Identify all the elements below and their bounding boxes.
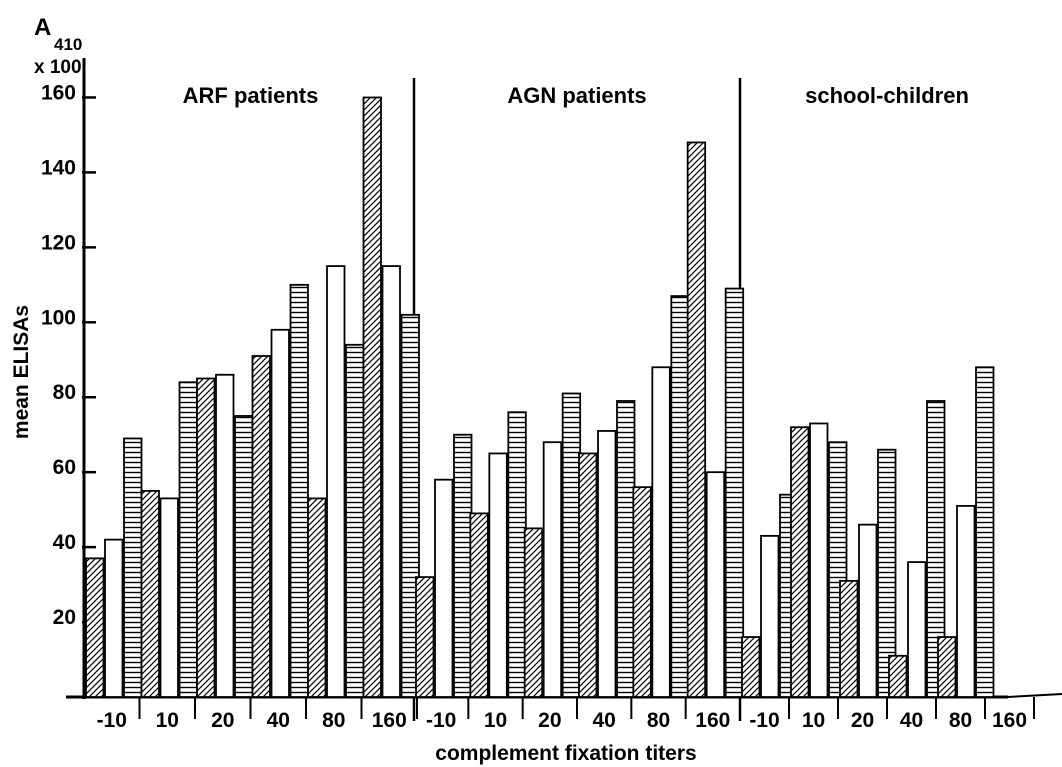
bar — [326, 265, 346, 698]
bar — [453, 433, 473, 698]
y-tick-label: 40 — [53, 531, 76, 554]
bar — [469, 512, 489, 698]
bar — [415, 576, 435, 698]
x-tick-label: 20 — [538, 709, 561, 732]
bar — [400, 313, 420, 698]
bar — [307, 497, 327, 698]
group-label: school-children — [805, 83, 969, 108]
x-tick-label: 10 — [484, 709, 507, 732]
bar — [381, 265, 401, 698]
x-axis-line-end — [1007, 693, 1062, 698]
x-tick-label: 160 — [695, 709, 730, 732]
bar — [937, 636, 957, 698]
bar — [345, 343, 365, 698]
bar — [434, 478, 454, 698]
bars — [85, 96, 995, 698]
bar — [488, 452, 508, 698]
bar — [651, 366, 671, 698]
y-tick-label: 120 — [41, 231, 76, 254]
x-tick-label: 10 — [156, 709, 179, 732]
bar — [670, 295, 690, 698]
y-ticks: 20 40 60 80 100 120 140 160 — [41, 81, 96, 629]
bar — [956, 504, 976, 698]
bar — [196, 377, 216, 698]
group-labels: ARF patients AGN patients school-children — [183, 83, 969, 108]
bar — [289, 283, 309, 698]
x-axis-title: complement fixation titers — [435, 742, 696, 765]
bar — [616, 400, 636, 698]
x-tick-label: 20 — [851, 709, 874, 732]
x-tick-label: 160 — [372, 709, 407, 732]
bar — [123, 437, 143, 698]
x-tick-label: 80 — [322, 709, 345, 732]
bar — [760, 534, 780, 698]
bar — [888, 654, 908, 698]
x-tick-label: 160 — [992, 709, 1027, 732]
bar — [178, 381, 198, 698]
x-tick-label: 80 — [949, 709, 972, 732]
bar — [809, 422, 829, 698]
bar — [85, 557, 105, 698]
x-tick-label: 40 — [267, 709, 290, 732]
bar — [907, 561, 927, 698]
y-tick-label: 160 — [41, 81, 76, 104]
bar — [140, 490, 160, 698]
x-tick-label: 40 — [900, 709, 923, 732]
x-tick-label: -10 — [97, 709, 127, 732]
y-unit-subscript: 410 — [54, 35, 82, 54]
bar — [251, 355, 271, 698]
bar — [561, 392, 582, 698]
bar — [632, 486, 652, 698]
bar — [234, 415, 254, 698]
y-tick-label: 100 — [41, 306, 76, 329]
bar — [578, 452, 598, 698]
bar — [790, 426, 810, 698]
x-tick-label: -10 — [749, 709, 779, 732]
y-tick-label: 80 — [53, 381, 76, 404]
x-ticks: -10 10 20 40 80 160 -10 10 20 40 80 160 -10 10 20 40 80 1… — [97, 697, 1035, 732]
bar — [523, 527, 544, 698]
x-tick-label: -10 — [426, 709, 456, 732]
y-tick-label: 20 — [53, 606, 76, 629]
x-tick-label: 80 — [647, 709, 670, 732]
bar — [159, 497, 179, 698]
x-tick-label: 10 — [802, 709, 825, 732]
y-unit-multiplier: x 100 — [34, 57, 82, 78]
bar — [362, 96, 382, 698]
group-label: ARF patients — [183, 83, 319, 108]
bar — [741, 636, 761, 698]
group-label: AGN patients — [507, 83, 646, 108]
bar — [858, 523, 878, 698]
bar — [686, 141, 707, 698]
bar — [975, 366, 995, 698]
y-tick-label: 140 — [41, 156, 76, 179]
bar — [839, 579, 859, 698]
y-unit-label: A — [34, 14, 51, 41]
bar — [705, 471, 726, 698]
y-axis-title: mean ELISAs — [10, 305, 33, 439]
bar — [215, 373, 235, 698]
bar — [270, 328, 290, 698]
x-tick-label: 20 — [211, 709, 234, 732]
x-tick-label: 40 — [592, 709, 615, 732]
bar — [724, 287, 745, 698]
y-tick-label: 60 — [53, 456, 76, 479]
bar — [104, 538, 124, 698]
bar — [597, 430, 617, 698]
bar — [542, 441, 563, 698]
bar — [507, 411, 527, 698]
